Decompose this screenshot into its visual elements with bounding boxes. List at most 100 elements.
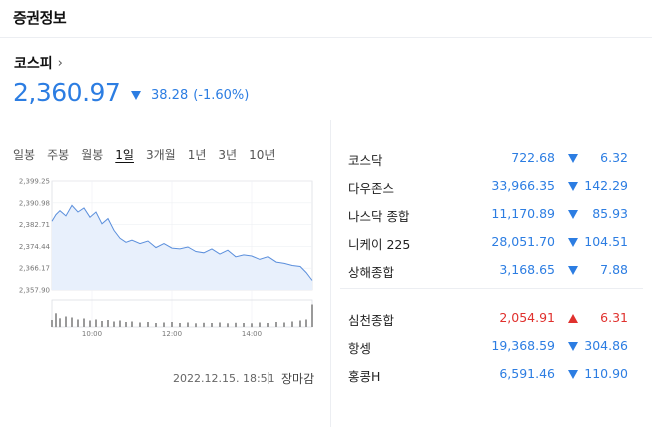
volume-bar [83,318,85,327]
volume-bar [89,320,91,327]
y-tick-label: 2,390.98 [19,199,50,207]
index-name: 코스닥 [348,153,383,168]
index-price: 722.68 [511,150,555,165]
index-price: 2,054.91 [499,310,555,325]
volume-bar [305,319,307,327]
volume-bar [95,319,97,327]
main-index-link[interactable]: 코스피 › [14,53,63,73]
index-row-nikkei[interactable]: 니케이 225 28,051.70 104.51 [348,228,643,256]
index-change: 110.90 [584,366,628,381]
volume-bar [299,320,301,327]
tab-weekly[interactable]: 주봉 [47,148,70,162]
index-row-hscei[interactable]: 홍콩H 6,591.46 110.90 [348,360,643,388]
volume-bar [251,323,253,328]
chevron-right-icon: › [57,55,63,71]
timestamp-separator [268,372,269,384]
volume-bar [227,323,229,328]
main-index-price: 2,360.97 [13,78,121,107]
tab-3month[interactable]: 3개월 [145,148,176,162]
x-tick-label: 14:00 [242,330,262,338]
page-title: 증권정보 [13,9,67,27]
tab-monthly[interactable]: 월봉 [81,148,104,162]
main-index-change-value: 38.28 [151,88,189,103]
volume-bar [235,322,237,328]
volume-bar [267,323,269,327]
header: 증권정보 [0,0,652,38]
vertical-divider [330,120,331,427]
volume-bar [113,321,115,327]
volume-bar [131,321,133,327]
index-price: 6,591.46 [499,366,555,381]
volume-bar [59,318,61,328]
down-triangle-icon [568,182,578,191]
tab-1day[interactable]: 1일 [115,148,134,162]
volume-bar [65,316,67,327]
index-change: 304.86 [584,338,628,353]
volume-bar [243,323,245,327]
volume-bar [275,322,277,327]
volume-bar [195,323,197,328]
intraday-chart[interactable]: 2,399.25 2,390.98 2,382.71 2,374.44 2,366.17… [10,172,320,352]
volume-bar [107,320,109,327]
tab-daily[interactable]: 일봉 [13,148,36,162]
index-row-shenzhen[interactable]: 심천종합 2,054.91 6.31 [348,304,643,332]
volume-bar [311,304,313,327]
volume-bar [155,323,157,327]
index-change: 7.88 [600,262,628,277]
volume-bar [259,322,261,327]
volume-bar [179,323,181,327]
down-triangle-icon [568,370,578,379]
volume-bar [291,321,293,327]
index-price: 28,051.70 [491,234,555,249]
index-name: 니케이 225 [348,237,411,252]
main-index-name: 코스피 [14,56,53,72]
y-tick-label: 2,374.44 [19,243,51,251]
index-price: 33,966.35 [491,178,555,193]
down-triangle-icon [568,210,578,219]
price-line [51,204,313,281]
index-name: 다우존스 [348,181,395,196]
tab-3year[interactable]: 3년 [218,148,238,162]
main-index-change: 38.28 (-1.60%) [131,88,249,103]
index-name: 항셍 [348,341,372,356]
y-tick-label: 2,357.90 [19,287,50,295]
index-row-hangseng[interactable]: 항셍 19,368.59 304.86 [348,332,643,360]
index-row-shanghai[interactable]: 상해종합 3,168.65 7.88 [348,256,643,284]
volume-bar [55,313,57,328]
index-change: 104.51 [584,234,628,249]
volume-bar [211,323,213,327]
volume-bar [283,322,285,327]
index-change: 6.31 [600,310,628,325]
volume-bar [219,322,221,327]
tab-10year[interactable]: 10년 [249,148,276,162]
y-tick-label: 2,366.17 [19,265,50,273]
index-name: 나스닥 종합 [348,209,410,224]
up-triangle-icon [568,314,578,323]
tab-1year[interactable]: 1년 [187,148,207,162]
index-row-nasdaq[interactable]: 나스닥 종합 11,170.89 85.93 [348,200,643,228]
volume-bar [77,319,79,327]
index-name: 상해종합 [348,265,395,280]
volume-bar [187,322,189,327]
y-tick-label: 2,382.71 [19,221,50,229]
index-price: 3,168.65 [499,262,555,277]
price-area [52,205,312,290]
down-triangle-icon [568,154,578,163]
down-triangle-icon [131,91,141,100]
main-index-change-pct: (-1.60%) [193,88,250,103]
volume-bar [147,322,149,327]
volume-bar [51,320,53,327]
asia-index-list: 심천종합 2,054.91 6.31 항셍 19,368.59 304.86 홍… [348,304,643,388]
volume-bar [171,322,173,327]
timestamp: 2022.12.15. 18:51 [173,372,275,385]
volume-bar [203,322,205,328]
volume-bar [139,322,141,327]
market-status: 장마감 [281,372,315,386]
index-row-kosdaq[interactable]: 코스닥 722.68 6.32 [348,144,643,172]
index-row-dow[interactable]: 다우존스 33,966.35 142.29 [348,172,643,200]
volume-bar [163,322,165,327]
index-change: 85.93 [592,206,628,221]
volume-bar [101,321,103,327]
index-name: 홍콩H [348,369,381,384]
period-tabs: 일봉 주봉 월봉 1일 3개월 1년 3년 10년 [13,146,287,163]
